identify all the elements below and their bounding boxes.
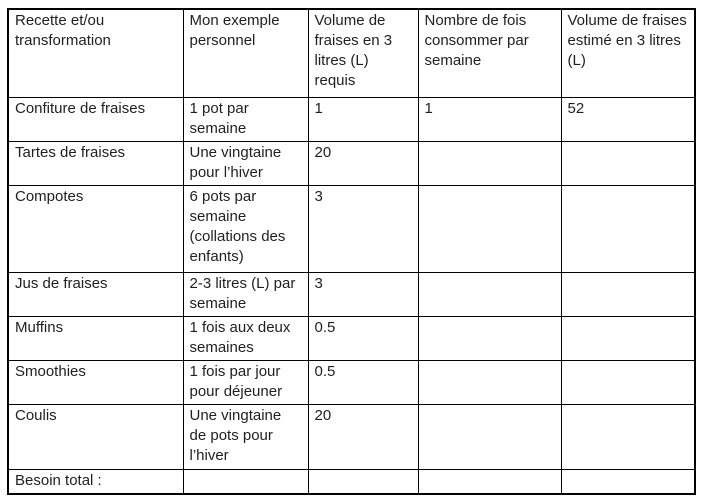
table-cell: 20 bbox=[307, 403, 419, 470]
table-cell: Une vingtaine pour l’hiver bbox=[182, 140, 309, 186]
table-cell: Smoothies bbox=[7, 359, 184, 405]
header-row: Recette et/ou transformation Mon exemple … bbox=[7, 8, 696, 98]
table-cell: 2-3 litres (L) par semaine bbox=[182, 271, 309, 317]
table-cell: 20 bbox=[307, 140, 419, 186]
table-cell bbox=[560, 271, 696, 317]
column-header: Recette et/ou transformation bbox=[7, 8, 184, 98]
table-row: Smoothies 1 fois par jour pour déjeuner 0.… bbox=[7, 359, 696, 405]
table-cell bbox=[417, 315, 562, 361]
table-row: Tartes de fraises Une vingtaine pour l’hi… bbox=[7, 140, 696, 186]
table-cell: 52 bbox=[560, 96, 696, 142]
table-cell bbox=[560, 359, 696, 405]
table-cell: Besoin total : bbox=[7, 468, 184, 494]
table-row: Besoin total : bbox=[7, 468, 696, 494]
table-cell bbox=[560, 468, 696, 494]
column-header: Nombre de fois consommer par semaine bbox=[417, 8, 562, 98]
table-cell: Coulis bbox=[7, 403, 184, 470]
table-cell bbox=[417, 359, 562, 405]
table-cell bbox=[560, 403, 696, 470]
table-cell: 0.5 bbox=[307, 359, 419, 405]
table-cell bbox=[417, 468, 562, 494]
table-body: Confiture de fraises 1 pot par semaine 1 1 5… bbox=[7, 96, 696, 494]
table-cell: 0.5 bbox=[307, 315, 419, 361]
table-cell: 6 pots par semaine (collations des enfan… bbox=[182, 184, 309, 273]
table-cell: 1 fois aux deux semaines bbox=[182, 315, 309, 361]
table-cell bbox=[560, 184, 696, 273]
table-cell bbox=[417, 184, 562, 273]
table-cell bbox=[417, 403, 562, 470]
column-header: Volume de fraises en 3 litres (L) requis bbox=[307, 8, 419, 98]
table-cell bbox=[182, 468, 309, 494]
table-row: Confiture de fraises 1 pot par semaine 1 1 5… bbox=[7, 96, 696, 142]
table-cell: Muffins bbox=[7, 315, 184, 361]
table-cell: Une vingtaine de pots pour l’hiver bbox=[182, 403, 309, 470]
table-cell: 1 pot par semaine bbox=[182, 96, 309, 142]
table-cell: 1 fois par jour pour déjeuner bbox=[182, 359, 309, 405]
column-header: Mon exemple personnel bbox=[182, 8, 309, 98]
table-row: Coulis Une vingtaine de pots pour l’hiver… bbox=[7, 403, 696, 470]
table-cell: 3 bbox=[307, 184, 419, 273]
strawberry-needs-table: Recette et/ou transformation Mon exemple … bbox=[7, 8, 696, 495]
table-cell: Compotes bbox=[7, 184, 184, 273]
table-cell: Tartes de fraises bbox=[7, 140, 184, 186]
table-cell: Jus de fraises bbox=[7, 271, 184, 317]
table-row: Compotes 6 pots par semaine (collations d… bbox=[7, 184, 696, 273]
table-cell bbox=[417, 271, 562, 317]
table-cell: 1 bbox=[417, 96, 562, 142]
table-cell bbox=[417, 140, 562, 186]
table-cell: Confiture de fraises bbox=[7, 96, 184, 142]
table-cell bbox=[307, 468, 419, 494]
table-cell bbox=[560, 315, 696, 361]
table-cell: 3 bbox=[307, 271, 419, 317]
table-cell: 1 bbox=[307, 96, 419, 142]
table-row: Muffins 1 fois aux deux semaines 0.5 bbox=[7, 315, 696, 361]
column-header: Volume de fraises estimé en 3 litres (L) bbox=[560, 8, 696, 98]
table-cell bbox=[560, 140, 696, 186]
table-row: Jus de fraises 2-3 litres (L) par semaine… bbox=[7, 271, 696, 317]
